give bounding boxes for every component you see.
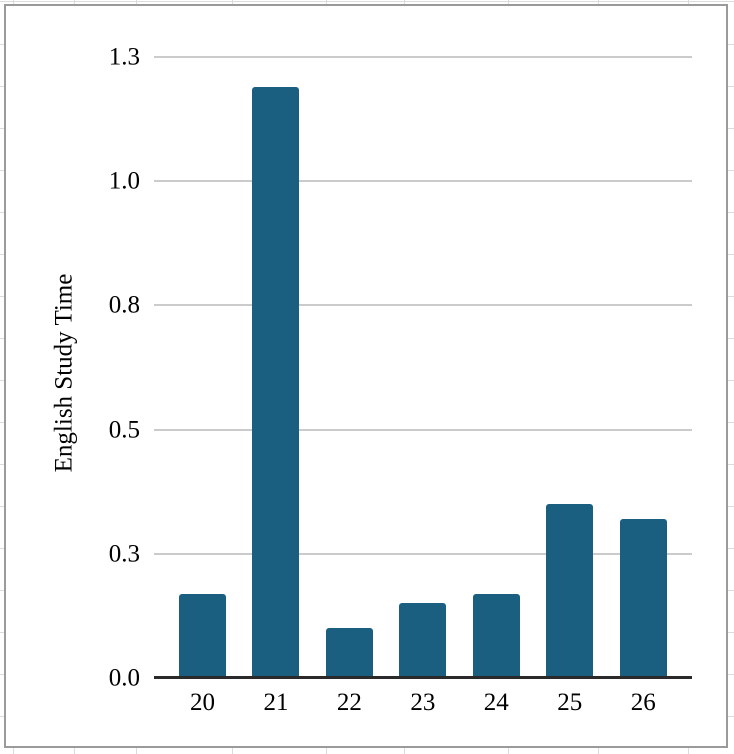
x-axis-line (154, 676, 692, 679)
y-tick-label: 1.3 (108, 43, 140, 71)
bar-21[interactable] (252, 86, 300, 678)
bar-24[interactable] (472, 593, 520, 678)
gridline (154, 180, 692, 183)
bar-20[interactable] (179, 593, 226, 678)
y-tick-label: 0.5 (108, 416, 140, 444)
gridline (154, 552, 692, 555)
y-tick-label: 0.8 (108, 291, 140, 319)
x-tick-label: 22 (336, 689, 362, 716)
x-tick-label: 24 (483, 689, 509, 716)
plot-area (154, 56, 692, 679)
gridline (154, 428, 692, 431)
x-tick-label: 26 (630, 689, 656, 716)
bar-26[interactable] (619, 519, 667, 678)
bar-25[interactable] (546, 504, 594, 678)
gridline (154, 56, 692, 58)
x-tick-label: 25 (557, 689, 583, 716)
sheet-row-line (0, 1, 734, 2)
x-tick-label: 20 (190, 689, 215, 716)
x-tick-label: 23 (410, 689, 436, 716)
bar-23[interactable] (399, 603, 447, 678)
chart-object[interactable]: English Study Time 0.0 0.3 0.5 0.8 1.0 1.3 20 2… (4, 4, 728, 748)
bar-22[interactable] (325, 628, 373, 678)
x-tick-label: 21 (263, 689, 289, 716)
gridline (154, 304, 692, 307)
y-tick-label: 0.0 (108, 664, 140, 692)
y-tick-label: 0.3 (108, 540, 140, 568)
y-tick-label: 1.0 (108, 167, 140, 195)
